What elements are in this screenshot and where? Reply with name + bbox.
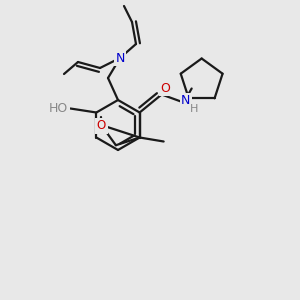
Text: O: O bbox=[161, 82, 171, 95]
Text: N: N bbox=[115, 52, 125, 64]
Text: O: O bbox=[97, 119, 106, 133]
Text: HO: HO bbox=[49, 102, 68, 115]
Text: N: N bbox=[181, 94, 190, 107]
Text: H: H bbox=[190, 103, 198, 113]
